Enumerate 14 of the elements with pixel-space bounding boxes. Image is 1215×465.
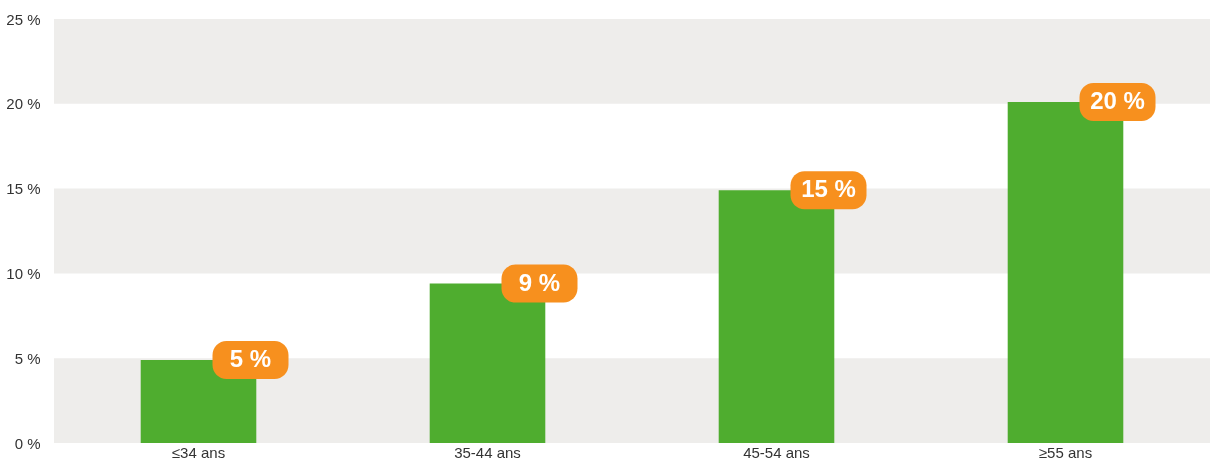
y-tick-label: 20 %	[6, 95, 41, 113]
data-label: 20 %	[1090, 87, 1145, 115]
y-tick-label: 25 %	[6, 10, 41, 28]
y-tick-label: 10 %	[6, 264, 41, 282]
x-tick-label: 35-44 ans	[454, 443, 521, 461]
y-tick-label: 5 %	[14, 349, 41, 367]
data-label: 15 %	[801, 175, 856, 203]
y-tick-label: 0 %	[14, 434, 41, 452]
data-label: 5 %	[229, 344, 272, 372]
data-label: 9 %	[518, 268, 561, 296]
y-tick-label: 15 %	[6, 180, 41, 198]
x-tick-label: ≥55 ans	[1038, 443, 1093, 461]
x-tick-label: 45-54 ans	[743, 443, 810, 461]
x-tick-label: ≤34 ans	[171, 443, 226, 461]
